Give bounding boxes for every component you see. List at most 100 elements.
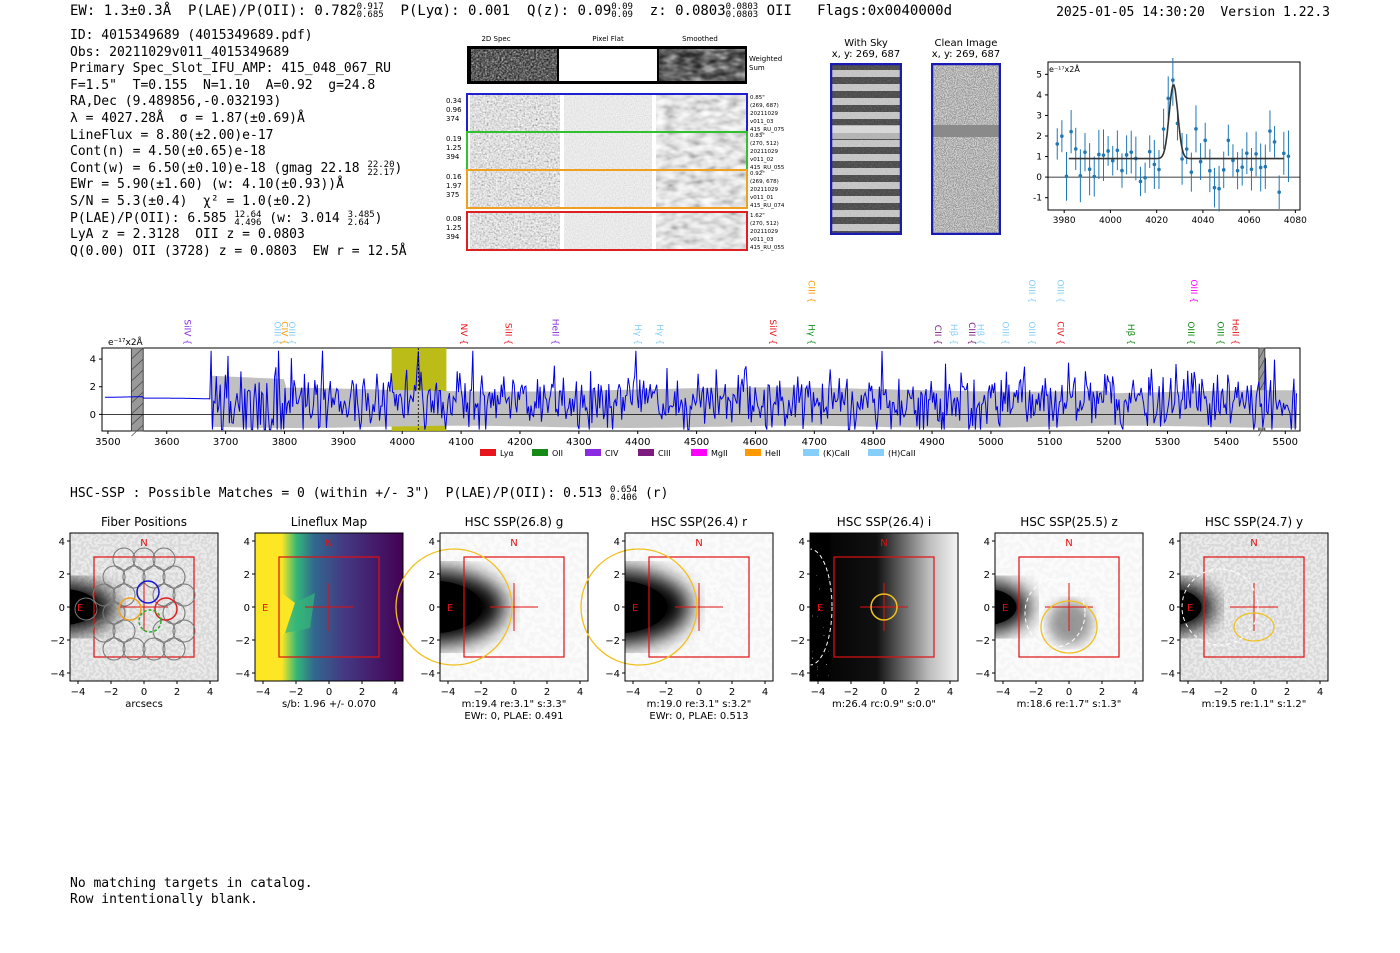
q-line: Q(0.00) OII (3728) z = 0.0803 EW r = 12.… (70, 243, 407, 259)
zoom-ytick: -1 (1033, 194, 1042, 204)
hsc-panel-title: HSC SSP(25.5) z (1020, 515, 1118, 529)
spec-xtick: 4500 (684, 437, 709, 448)
contw-line: Cont(w) = 6.50(±0.10)e-18 (gmag 22.18 22… (70, 159, 403, 178)
spec-line-label: HeII { (1229, 319, 1239, 345)
hsc-ytick: −2 (790, 636, 805, 647)
east-marker: E (632, 603, 638, 614)
weighted-pixelflat (559, 49, 657, 81)
row-frame (466, 211, 748, 251)
svg-text:CIII: CIII (658, 449, 671, 458)
zoom-point (1226, 124, 1231, 156)
col-label-pixelflat: Pixel Flat (592, 35, 624, 43)
radec-line: RA,Dec (9.489856,-0.032193) (70, 94, 282, 110)
row-num-2: 394 (446, 153, 460, 161)
hsc-panel-title: Lineflux Map (291, 515, 367, 529)
with-sky-image (830, 63, 902, 235)
hsc-caption-1: m:18.6 re:1.7" s:1.3" (1017, 699, 1122, 710)
row-meta-0: 0.83" (750, 133, 765, 139)
row-num-1: 1.25 (446, 224, 462, 232)
hsc-xtick: 4 (577, 687, 583, 698)
spec-line-label: OIII { (1188, 279, 1198, 303)
hsc-ytick: 2 (614, 570, 620, 581)
row-meta-1: (269, 678) (750, 179, 779, 185)
svg-text:Lyα: Lyα (500, 449, 514, 458)
svg-text:HeII: HeII (765, 449, 781, 458)
fwhm-line: F=1.5" T=0.155 N=1.10 A=0.92 g=24.8 (70, 77, 376, 93)
spec-xtick: 4900 (919, 437, 944, 448)
zoom-point (1208, 149, 1212, 193)
zoom-ytick: 1 (1036, 153, 1042, 163)
spec-xtick: 4300 (566, 437, 591, 448)
zoom-ytick: 0 (1036, 173, 1042, 183)
spec-xtick: 5500 (1273, 437, 1298, 448)
spec-xtick: 4800 (860, 437, 885, 448)
hsc-ytick: 4 (59, 537, 65, 548)
zoom-point (1198, 143, 1203, 181)
hsc-xtick: −4 (811, 687, 826, 698)
hsc-ytick: 4 (1169, 537, 1175, 548)
hsc-caption-1: s/b: 1.96 +/- 0.070 (282, 699, 376, 710)
east-marker: E (447, 603, 453, 614)
zoom-point (1161, 108, 1166, 150)
hsc-ytick: 4 (614, 537, 620, 548)
hsc-xtick: 0 (511, 687, 517, 698)
hsc-ytick: −4 (975, 669, 990, 680)
hsc-xtick: −2 (104, 687, 119, 698)
spec-line-label: Hγ { (805, 324, 815, 345)
row-smoothed (656, 133, 746, 169)
hsc-panel-title: Fiber Positions (101, 515, 187, 529)
hsc-panel-3: N E −4 −4 −2 −2 0 0 2 2 4 4 m:19.0 re:3.1" s:3.2"EWr… (580, 532, 774, 722)
spec-xtick: 3700 (213, 437, 238, 448)
hsc-xtick: 2 (729, 687, 735, 698)
legend-item: CIII (638, 449, 671, 458)
zoom-point (1143, 162, 1147, 193)
row-num-1: 1.25 (446, 144, 462, 152)
row-smoothed (656, 171, 746, 207)
spec-line-label: CII { (932, 325, 942, 345)
zoom-xtick: 4080 (1284, 216, 1307, 226)
hsc-xtick: 0 (326, 687, 332, 698)
legend-item: MgII (691, 449, 728, 458)
zoom-point (1263, 144, 1268, 189)
hsc-ytick: 0 (984, 603, 990, 614)
hsc-ytick: −4 (1160, 669, 1175, 680)
sn-line: S/N = 5.3(±0.4) χ² = 1.0(±0.2) (70, 193, 313, 209)
clean-image-title: Clean Image x, y: 269, 687 (931, 38, 1001, 60)
hsc-ytick: 0 (244, 603, 250, 614)
row-num-2: 394 (446, 233, 460, 241)
north-marker: N (1065, 538, 1072, 549)
hsc-caption-1: m:19.4 re:3.1" s:3.3" (462, 699, 567, 710)
spec-xtick: 5400 (1214, 437, 1239, 448)
hsc-ytick: 4 (429, 537, 435, 548)
spec-xtick: 3800 (272, 437, 297, 448)
hsc-ytick: 2 (1169, 570, 1175, 581)
row-meta-1: (270, 512) (750, 141, 779, 147)
cutouts-panel: 2D Spec Pixel Flat Smoothed 0.340.963740… (446, 35, 785, 251)
spec-line-label: Hβ { (948, 324, 958, 345)
hsc-caption-1: arcsecs (125, 699, 163, 710)
spec-line-label: OIII { (1054, 279, 1064, 303)
hsc-ytick: −2 (50, 636, 65, 647)
hsc-panel-title: HSC SSP(26.4) r (651, 515, 747, 529)
row-num-2: 375 (446, 191, 459, 199)
row-meta-2: 20211029 (750, 187, 778, 193)
hsc-ytick: 4 (984, 537, 990, 548)
legend-item: OII (532, 449, 563, 458)
hsc-caption-2: EWr: 0, PLAE: 0.491 (464, 711, 563, 722)
legend-item: (K)CaII (803, 449, 850, 458)
row-pixelflat (564, 133, 652, 169)
hsc-xtick: −2 (659, 687, 674, 698)
svg-text:CIV: CIV (605, 449, 619, 458)
plae-bounds: 0.917 0.685 (356, 2, 384, 20)
zoom-spectrum-chart: 3980 4000 4020 4040 4060 4080 -1 0 1 2 3 4 5 e⁻¹⁷x2Å (1033, 58, 1307, 226)
row-pixelflat (564, 95, 652, 131)
spec-ylabel: e⁻¹⁷x2Å (108, 336, 144, 348)
row-meta-0: 0.85" (750, 95, 765, 101)
hsc-xtick: 0 (696, 687, 702, 698)
hsc-panel-5: N E −4 −4 −2 −2 0 0 2 2 4 4 m:18.6 re:1.7" s:1.3" (975, 532, 1144, 710)
zoom-point (1249, 148, 1254, 191)
svg-text:MgII: MgII (711, 449, 728, 458)
zoom-point (1106, 136, 1110, 166)
zoom-xtick: 3980 (1053, 216, 1076, 226)
legend-item: Lyα (480, 449, 514, 458)
